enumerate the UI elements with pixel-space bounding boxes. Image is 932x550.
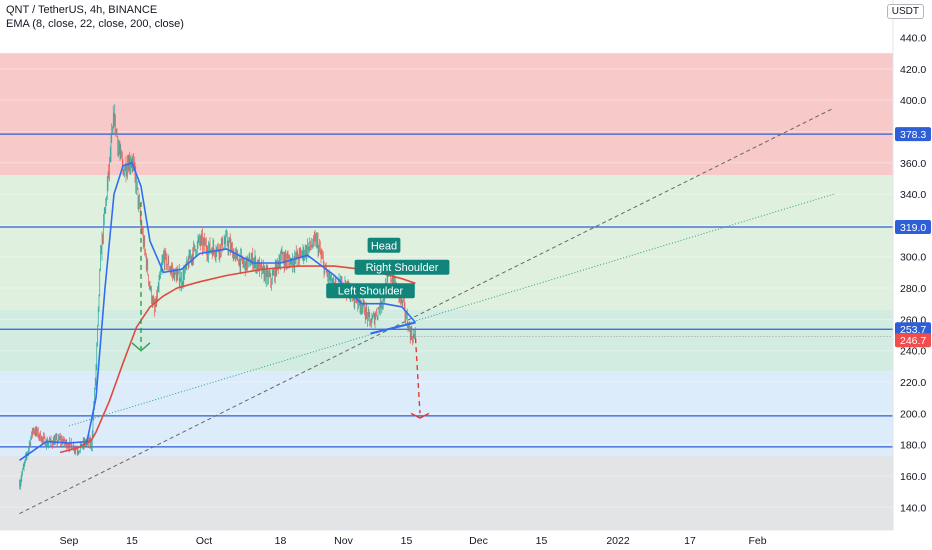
time-tick-label: 15 <box>536 535 548 547</box>
price-tick-label: 300.0 <box>900 252 926 264</box>
time-tick-label: 15 <box>401 535 413 547</box>
trendline-dashed <box>19 107 835 515</box>
pattern-label-box <box>354 259 450 275</box>
price-tag-text: 246.7 <box>900 335 926 347</box>
zone-band <box>0 53 893 176</box>
time-tick-label: 15 <box>126 535 138 547</box>
trendline-dotted <box>68 193 835 427</box>
price-tag-text: 378.3 <box>900 129 926 141</box>
currency-badge[interactable]: USDT <box>886 4 924 19</box>
price-tag-box <box>895 219 931 234</box>
price-tag-box <box>895 127 931 142</box>
time-tick-label: 2022 <box>606 535 630 547</box>
time-tick-label: Sep <box>60 535 79 547</box>
chart-grid <box>0 37 893 508</box>
indicator-legend[interactable]: EMA (8, close, 22, close, 200, close) <box>6 18 184 30</box>
symbol-title[interactable]: QNT / TetherUS, 4h, BINANCE <box>6 4 158 16</box>
pattern-label-text: Head <box>371 240 397 252</box>
price-tick-label: 240.0 <box>900 346 926 358</box>
price-axis-background <box>893 0 932 550</box>
time-tick-label: Nov <box>334 535 353 547</box>
price-tick-label: 220.0 <box>900 377 926 389</box>
pattern-label: Right Shoulder <box>354 259 450 275</box>
pattern-label-text: Right Shoulder <box>366 262 439 274</box>
red-projection-arrowhead <box>410 412 430 419</box>
pattern-label: Left Shoulder <box>326 283 415 299</box>
price-tick-label: 200.0 <box>900 408 926 420</box>
price-tag-text: 319.0 <box>900 222 926 234</box>
price-zones <box>0 53 893 530</box>
price-tick-label: 420.0 <box>900 64 926 76</box>
pattern-label-box <box>326 283 415 299</box>
projection-arrows <box>131 201 430 419</box>
time-tick-label: Oct <box>196 535 212 547</box>
pattern-label-box <box>367 237 401 253</box>
time-tick-label: 17 <box>684 535 696 547</box>
price-tag-box <box>895 322 931 337</box>
price-tick-label: 160.0 <box>900 471 926 483</box>
zone-band <box>0 175 893 310</box>
zone-band <box>0 371 893 456</box>
price-axis[interactable]: 140.0160.0180.0200.0220.0240.0260.0280.0… <box>892 0 932 550</box>
time-tick-label: 18 <box>275 535 287 547</box>
price-tick-label: 400.0 <box>900 95 926 107</box>
price-tick-label: 360.0 <box>900 158 926 170</box>
time-tick-label: Feb <box>748 535 766 547</box>
red-projection-line <box>414 338 421 414</box>
time-axis[interactable]: Sep 15 Oct 18 Nov 15 Dec 15 2022 17 Feb <box>0 529 932 550</box>
trend-lines <box>19 107 893 515</box>
time-axis-background <box>0 530 932 550</box>
horizontal-levels <box>0 133 893 448</box>
time-tick-label: Dec <box>469 535 488 547</box>
pattern-label: Head <box>367 237 401 253</box>
zone-band <box>0 455 893 530</box>
price-tag-box <box>895 333 931 348</box>
pattern-annotations: Head Right Shoulder Left Shoulder <box>326 237 450 299</box>
green-projection-arrowhead <box>131 342 151 352</box>
pattern-label-text: Left Shoulder <box>338 286 404 298</box>
price-tick-label: 180.0 <box>900 440 926 452</box>
neckline <box>370 321 416 335</box>
price-tick-label: 440.0 <box>900 33 926 45</box>
zone-band <box>0 309 893 372</box>
price-tick-label: 140.0 <box>900 502 926 514</box>
price-tick-label: 280.0 <box>900 283 926 295</box>
price-tick-label: 340.0 <box>900 189 926 201</box>
